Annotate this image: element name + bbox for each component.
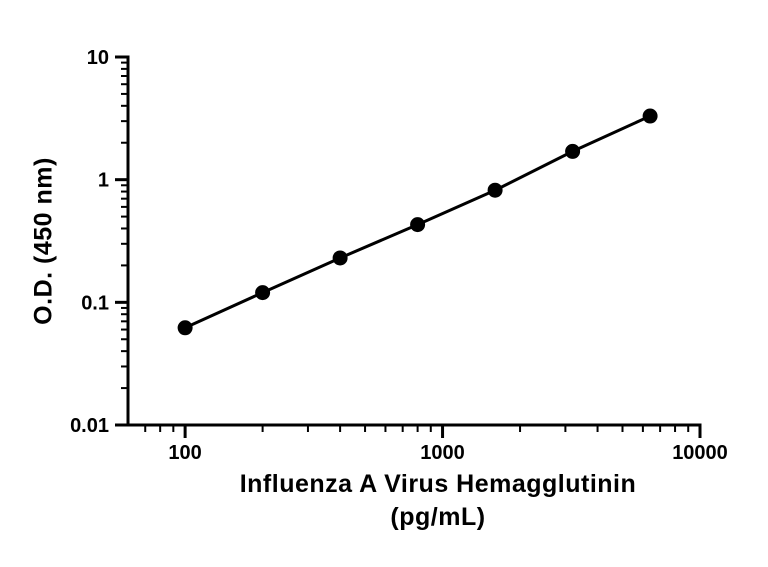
y-tick-label: 1 [98,170,109,192]
x-tick-label: 1000 [420,442,465,464]
data-point [255,285,271,301]
x-axis-title: Influenza A Virus Hemagglutinin (pg/mL) [148,468,728,534]
y-tick-label: 0.01 [70,415,109,437]
data-point [332,250,348,266]
x-axis-title-line1: Influenza A Virus Hemagglutinin [239,470,637,498]
x-tick-label: 100 [168,442,201,464]
y-tick-label: 0.1 [81,292,109,314]
data-point [487,182,503,198]
data-point [177,320,193,336]
y-tick-label: 10 [87,47,109,69]
data-point [642,108,658,124]
x-axis-title-line2: (pg/mL) [390,503,486,531]
data-point [410,217,426,233]
y-axis-title: O.D. (450 nm) [29,157,58,325]
data-point [565,143,581,159]
x-tick-label: 10000 [672,442,728,464]
